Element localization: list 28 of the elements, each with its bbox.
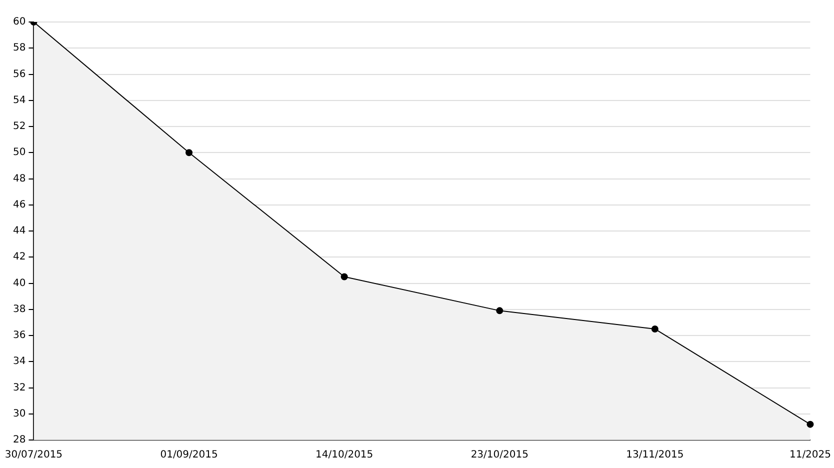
y-tick-label: 42 [12,252,26,263]
point [806,420,814,428]
y-tick-label: 32 [12,382,26,394]
x-tick-label: 30/07/2015 [4,450,63,461]
y-tick-label: 58 [12,42,26,54]
x-tick-label: 13/11/2015 [626,450,684,461]
y-tick-label: 34 [12,356,26,368]
y-tick-label: 50 [12,147,26,158]
x-tick-label: 14/10/2015 [316,450,374,461]
y-tick-label: 48 [12,173,26,184]
y-tick-label: 46 [12,199,26,210]
y-tick-label: 56 [12,68,26,80]
y-tick-label: 60 [12,16,26,28]
x-tick-label: 23/10/2015 [470,450,528,461]
x-tick-label: 01/09/2015 [160,450,218,461]
point [496,307,504,314]
y-tick-label: 30 [12,408,26,420]
y-tick-label: 54 [12,94,26,106]
y-tick-label: 40 [12,278,26,289]
y-tick-label: 36 [12,330,26,342]
point [340,273,348,280]
point [651,325,658,332]
y-tick-label: 28 [12,434,26,446]
point [186,149,193,156]
x-tick-label: 11/2025 [789,450,831,461]
y-tick-label: 52 [12,121,26,132]
y-tick-label: 44 [12,226,26,237]
y-tick-label: 38 [12,304,26,315]
